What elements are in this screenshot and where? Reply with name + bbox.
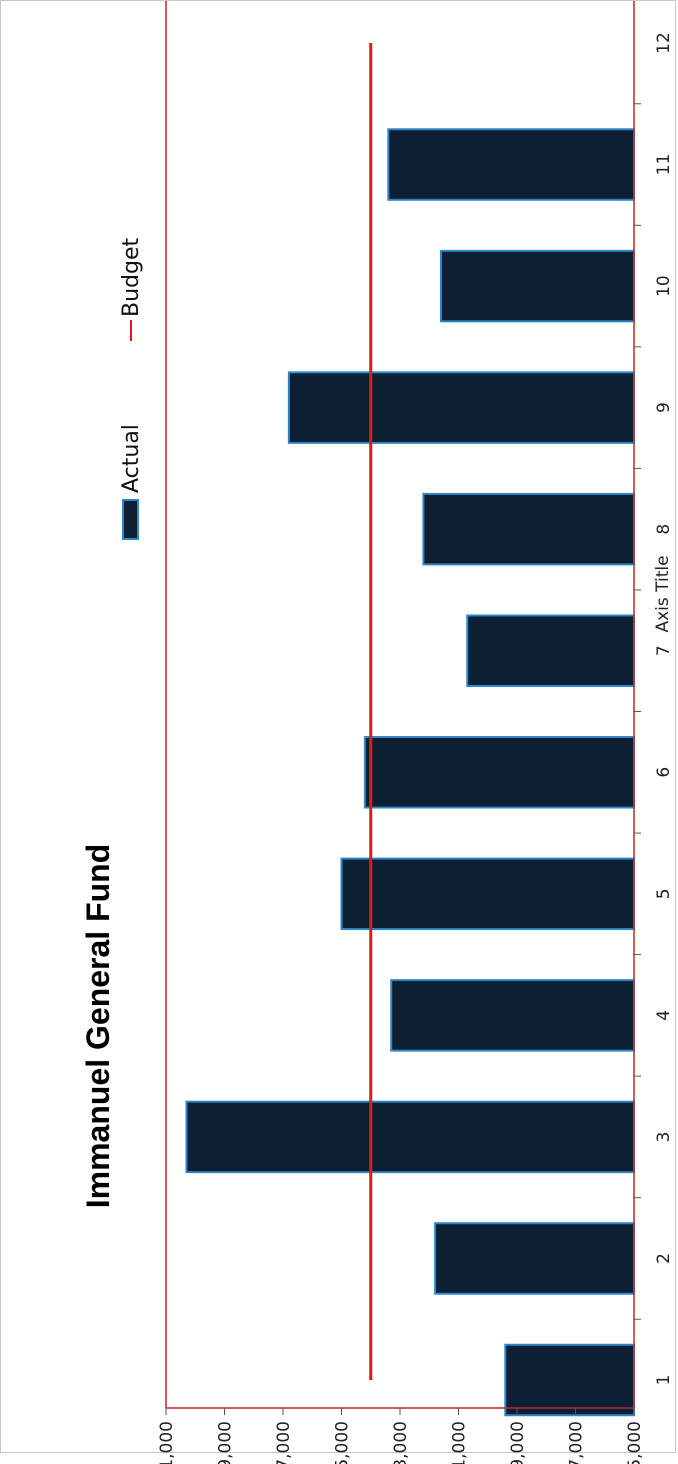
value-tick-label: $13,000: [391, 1421, 411, 1464]
category-tick-label: 9: [654, 402, 674, 413]
x-axis-title: Axis Title: [653, 555, 673, 632]
legend-swatch-actual: [122, 499, 139, 540]
value-tick-label: $9,000: [508, 1421, 528, 1464]
category-tick-label: 3: [654, 1131, 674, 1142]
value-tick-label: $7,000: [567, 1421, 587, 1464]
axes: $5,000 $7,000 $9,000 $11,000 $13,000 $15,000 $…: [157, 1, 674, 1464]
bar-actual: [504, 1343, 635, 1417]
bar-actual: [422, 492, 635, 566]
legend: Actual Budget: [119, 237, 144, 540]
bar-actual: [185, 1100, 635, 1174]
chart-title: Immanuel General Fund: [80, 844, 116, 1209]
value-tick-label: $17,000: [274, 1421, 294, 1464]
value-tick-label: $21,000: [157, 1421, 177, 1464]
value-tick-label: $19,000: [216, 1421, 236, 1464]
legend-label-actual: Actual: [119, 424, 144, 493]
category-tick-label: 12: [654, 32, 674, 54]
category-tick-label: 4: [654, 1010, 674, 1021]
bar-actual: [439, 249, 636, 323]
bar-actual: [287, 371, 635, 444]
bar-actual: [387, 128, 635, 201]
category-tick-label: 10: [654, 275, 674, 297]
value-tick-label: $15,000: [333, 1421, 353, 1464]
category-tick-label: 7: [654, 645, 674, 656]
plot-area: [185, 43, 636, 1417]
bar-actual: [390, 979, 635, 1052]
category-tick-label: 5: [654, 888, 674, 899]
bar-actual: [466, 614, 635, 687]
category-tick-label: 6: [654, 767, 674, 778]
category-tick-label: 2: [654, 1253, 674, 1264]
bar-actual: [363, 736, 635, 809]
bar-actual: [340, 857, 635, 931]
value-tick-label: $5,000: [625, 1421, 645, 1464]
legend-label-budget: Budget: [119, 237, 144, 317]
category-tick-label: 11: [654, 154, 674, 176]
category-tick-label: 8: [654, 524, 674, 535]
value-tick-label: $11,000: [450, 1421, 470, 1464]
category-tick-label: 1: [654, 1375, 674, 1386]
bar-actual: [434, 1222, 635, 1295]
